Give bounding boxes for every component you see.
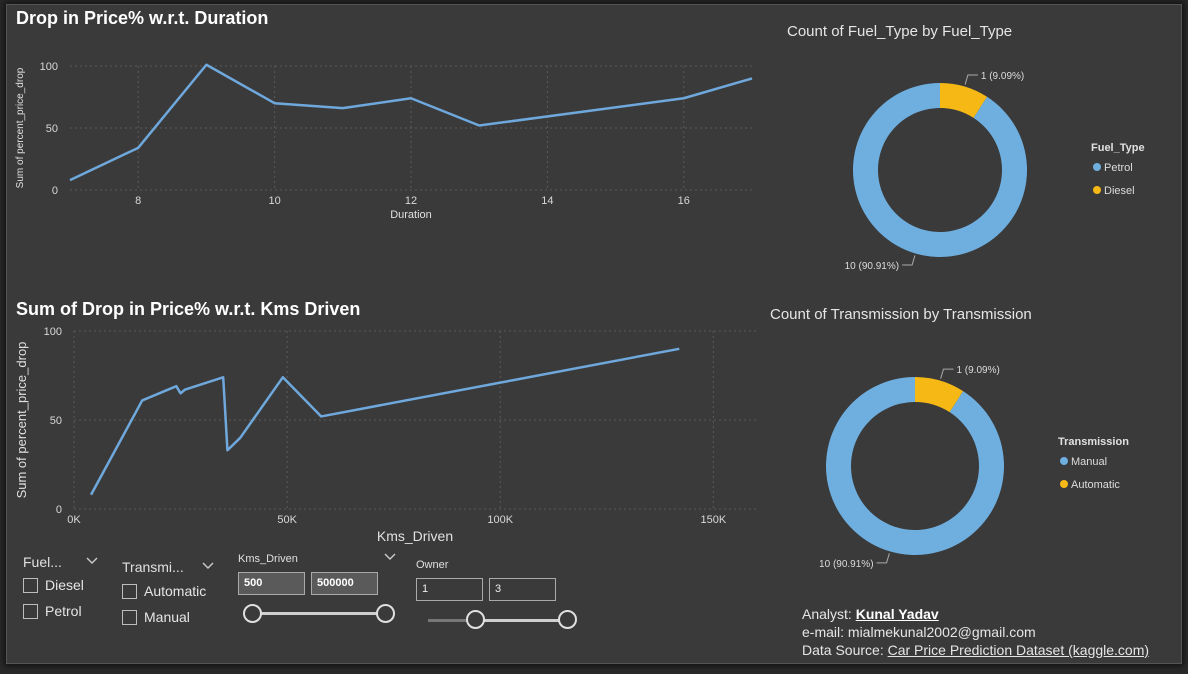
x-tick-label: 12 bbox=[405, 195, 417, 207]
chart-title-kms: Sum of Drop in Price% w.r.t. Kms Driven bbox=[16, 299, 361, 319]
legend-marker-petrol bbox=[1093, 163, 1101, 171]
line-chart-kms[interactable]: 0 50 100 0K 50K 100K 150K Kms_Driven Sum of perc… bbox=[10, 322, 770, 548]
legend-marker-manual bbox=[1060, 457, 1068, 465]
source-label: Data Source: bbox=[802, 642, 888, 658]
legend-item-automatic: Automatic bbox=[1071, 479, 1120, 491]
chevron-down-icon[interactable] bbox=[86, 557, 98, 565]
data-label: 10 (90.91%) bbox=[845, 261, 899, 272]
donut-chart-fuel[interactable]: 10 (90.91%) 1 (9.09%) Fuel_Type Petrol Diese… bbox=[790, 60, 1160, 285]
owner-max-handle[interactable] bbox=[558, 610, 577, 629]
y-tick-label: 0 bbox=[52, 185, 58, 197]
line-chart-duration[interactable]: 0 50 100 8 10 12 14 16 Duration Sum of percent_pr… bbox=[10, 40, 770, 230]
source-link[interactable]: Car Price Prediction Dataset (kaggle.com… bbox=[887, 642, 1150, 658]
source-line: Data Source: Car Price Prediction Datase… bbox=[802, 642, 1149, 658]
donut-slice-petrol bbox=[853, 83, 1027, 257]
y-axis-title: Sum of percent_price_drop bbox=[15, 67, 26, 188]
chart-title-duration: Drop in Price% w.r.t. Duration bbox=[16, 8, 269, 28]
owner-slicer-header: Owner bbox=[416, 559, 449, 571]
chevron-down-icon[interactable] bbox=[384, 553, 396, 561]
y-tick-label: 50 bbox=[46, 123, 58, 135]
checkbox-automatic-label[interactable]: Automatic bbox=[144, 583, 207, 599]
y-axis-title: Sum of percent_price_drop bbox=[14, 342, 29, 499]
legend-title: Transmission bbox=[1058, 436, 1129, 448]
chevron-down-icon[interactable] bbox=[202, 562, 214, 570]
checkbox-manual[interactable] bbox=[122, 610, 137, 625]
donut-slice-diesel bbox=[940, 83, 988, 118]
data-label-leader bbox=[964, 74, 978, 85]
x-axis-title: Duration bbox=[390, 209, 432, 221]
email-value: mialmekunal2002@gmail.com bbox=[847, 624, 1036, 640]
transmission-slicer-header: Transmi... bbox=[122, 559, 184, 575]
kms-range-track[interactable] bbox=[252, 612, 386, 615]
y-tick-label: 100 bbox=[44, 326, 62, 338]
x-axis-title: Kms_Driven bbox=[377, 528, 453, 544]
checkbox-diesel[interactable] bbox=[23, 578, 38, 593]
checkbox-manual-label[interactable]: Manual bbox=[144, 609, 190, 625]
legend-item-manual: Manual bbox=[1071, 456, 1107, 468]
series-line bbox=[89, 347, 680, 496]
data-label-leader bbox=[876, 553, 890, 564]
owner-range-selected bbox=[476, 619, 568, 622]
x-tick-label: 16 bbox=[678, 195, 690, 207]
data-label: 10 (90.91%) bbox=[819, 559, 873, 570]
checkbox-petrol-label[interactable]: Petrol bbox=[45, 603, 82, 619]
kms-min-input[interactable]: 500 bbox=[238, 572, 305, 595]
email-label: e-mail: bbox=[802, 624, 848, 640]
donut-title-fuel: Count of Fuel_Type by Fuel_Type bbox=[787, 23, 1013, 40]
data-label-leader bbox=[902, 255, 916, 266]
x-tick-label: 150K bbox=[701, 514, 727, 526]
kms-max-handle[interactable] bbox=[376, 604, 395, 623]
donut-chart-transmission[interactable]: 10 (90.91%) 1 (9.09%) Transmission Manual Au… bbox=[770, 350, 1170, 580]
data-label-leader bbox=[940, 368, 954, 379]
donut-slice-manual bbox=[826, 377, 1004, 555]
kms-min-handle[interactable] bbox=[243, 604, 262, 623]
data-label: 1 (9.09%) bbox=[981, 71, 1024, 82]
checkbox-diesel-label[interactable]: Diesel bbox=[45, 577, 84, 593]
owner-min-input[interactable]: 1 bbox=[416, 578, 483, 601]
series-line bbox=[69, 63, 753, 182]
legend-item-diesel: Diesel bbox=[1104, 185, 1135, 197]
email-line: e-mail: mialmekunal2002@gmail.com bbox=[802, 624, 1036, 640]
analyst-name-link[interactable]: Kunal Yadav bbox=[855, 606, 939, 622]
owner-min-handle[interactable] bbox=[466, 610, 485, 629]
fuel-slicer-header: Fuel... bbox=[23, 554, 62, 570]
analyst-label: Analyst: bbox=[802, 606, 856, 622]
owner-max-input[interactable]: 3 bbox=[489, 578, 556, 601]
checkbox-automatic[interactable] bbox=[122, 584, 137, 599]
x-tick-label: 10 bbox=[268, 195, 280, 207]
legend-item-petrol: Petrol bbox=[1104, 162, 1133, 174]
data-label: 1 (9.09%) bbox=[956, 365, 999, 376]
x-tick-label: 14 bbox=[541, 195, 553, 207]
donut-title-transmission: Count of Transmission by Transmission bbox=[770, 306, 1032, 323]
y-tick-label: 0 bbox=[56, 504, 62, 516]
x-tick-label: 50K bbox=[277, 514, 297, 526]
y-tick-label: 50 bbox=[50, 415, 62, 427]
x-tick-label: 8 bbox=[135, 195, 141, 207]
analyst-line: Analyst: Kunal Yadav bbox=[802, 606, 939, 622]
legend-marker-diesel bbox=[1093, 186, 1101, 194]
x-tick-label: 100K bbox=[487, 514, 513, 526]
kms-slicer-header: Kms_Driven bbox=[238, 553, 298, 565]
donut-slice-automatic bbox=[915, 377, 964, 413]
x-tick-label: 0K bbox=[67, 514, 81, 526]
legend-marker-automatic bbox=[1060, 480, 1068, 488]
checkbox-petrol[interactable] bbox=[23, 604, 38, 619]
y-tick-label: 100 bbox=[40, 61, 58, 73]
legend-title: Fuel_Type bbox=[1091, 142, 1145, 154]
kms-max-input[interactable]: 500000 bbox=[311, 572, 378, 595]
